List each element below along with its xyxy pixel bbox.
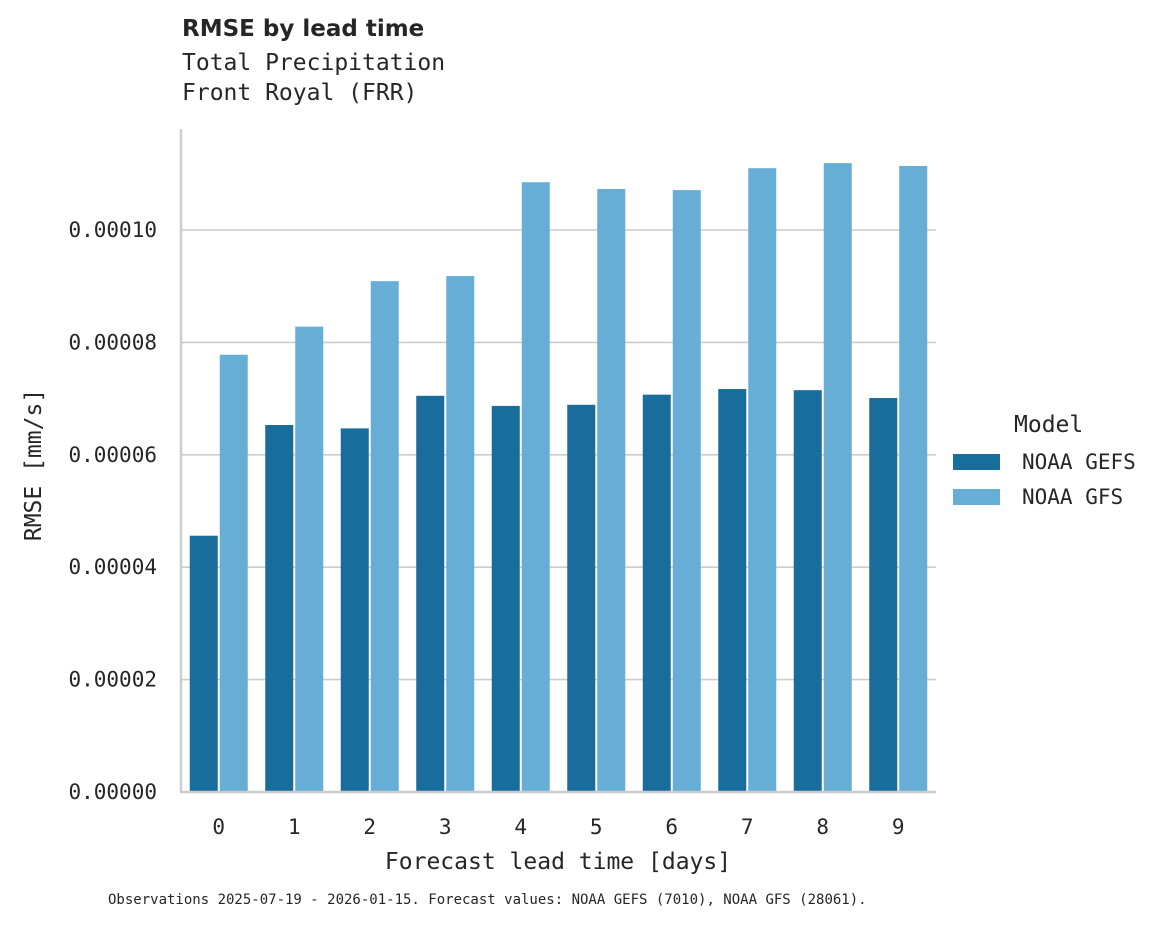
bar-noaa-gfs-7 (748, 168, 777, 792)
y-tick-label: 0.00006 (68, 443, 157, 467)
x-tick-label: 9 (892, 815, 905, 839)
axes (179, 129, 936, 794)
legend-swatch-gefs (953, 453, 1000, 470)
bar-noaa-gefs-3 (416, 395, 445, 792)
bar-noaa-gefs-9 (869, 398, 898, 792)
y-tick-label: 0.00008 (68, 330, 157, 354)
bars (189, 163, 928, 793)
bar-noaa-gfs-3 (446, 276, 475, 793)
chart-title: RMSE by lead time (182, 16, 425, 42)
y-tick-label: 0.00000 (68, 780, 157, 804)
bar-noaa-gefs-5 (567, 404, 596, 792)
bar-noaa-gfs-9 (899, 165, 928, 792)
bar-noaa-gefs-6 (642, 394, 671, 792)
legend-item-gefs: NOAA GEFS (953, 444, 1136, 479)
y-tick-label: 0.00010 (68, 218, 157, 242)
y-tick-label: 0.00004 (68, 555, 157, 579)
chart-subtitle-station: Front Royal (FRR) (182, 80, 418, 106)
x-tick-labels: 0 1 2 3 4 5 6 7 8 9 (212, 815, 904, 839)
bar-noaa-gfs-2 (370, 281, 399, 792)
x-tick-label: 7 (741, 815, 754, 839)
y-tick-label: 0.00002 (68, 668, 157, 692)
x-tick-label: 8 (816, 815, 829, 839)
legend-label-gfs: NOAA GFS (1022, 484, 1124, 509)
x-tick-label: 2 (363, 815, 376, 839)
bar-noaa-gefs-7 (718, 389, 747, 792)
bar-noaa-gefs-0 (189, 535, 218, 792)
bar-noaa-gfs-4 (521, 182, 550, 793)
legend-title: Model (1014, 412, 1084, 438)
bar-noaa-gfs-1 (295, 326, 324, 792)
x-tick-label: 6 (665, 815, 678, 839)
chart-subtitle-variable: Total Precipitation (182, 50, 446, 76)
x-axis-label: Forecast lead time [days] (385, 849, 731, 875)
legend-label-gefs: NOAA GEFS (1022, 449, 1136, 474)
x-tick-label: 1 (288, 815, 301, 839)
bar-noaa-gfs-5 (597, 188, 626, 792)
footnote: Observations 2025-07-19 - 2026-01-15. Fo… (108, 892, 867, 908)
legend: Model NOAA GEFS NOAA GFS (953, 412, 1136, 514)
x-tick-label: 4 (514, 815, 527, 839)
bar-noaa-gefs-4 (491, 405, 520, 792)
bar-noaa-gefs-2 (340, 428, 369, 792)
bar-noaa-gfs-0 (219, 354, 248, 792)
x-tick-label: 5 (590, 815, 603, 839)
x-tick-label: 3 (439, 815, 452, 839)
legend-swatch-gfs (953, 488, 1000, 505)
bar-noaa-gefs-1 (265, 425, 294, 792)
bar-noaa-gfs-6 (672, 190, 701, 792)
gridlines (181, 229, 936, 681)
bar-noaa-gefs-8 (793, 390, 822, 792)
bar-noaa-gfs-8 (823, 163, 852, 792)
y-tick-labels: 0.00000 0.00002 0.00004 0.00006 0.00008 0.000… (68, 218, 157, 804)
x-tick-label: 0 (212, 815, 225, 839)
y-axis-label: RMSE [mm/s] (21, 389, 47, 541)
legend-item-gfs: NOAA GFS (953, 479, 1136, 514)
